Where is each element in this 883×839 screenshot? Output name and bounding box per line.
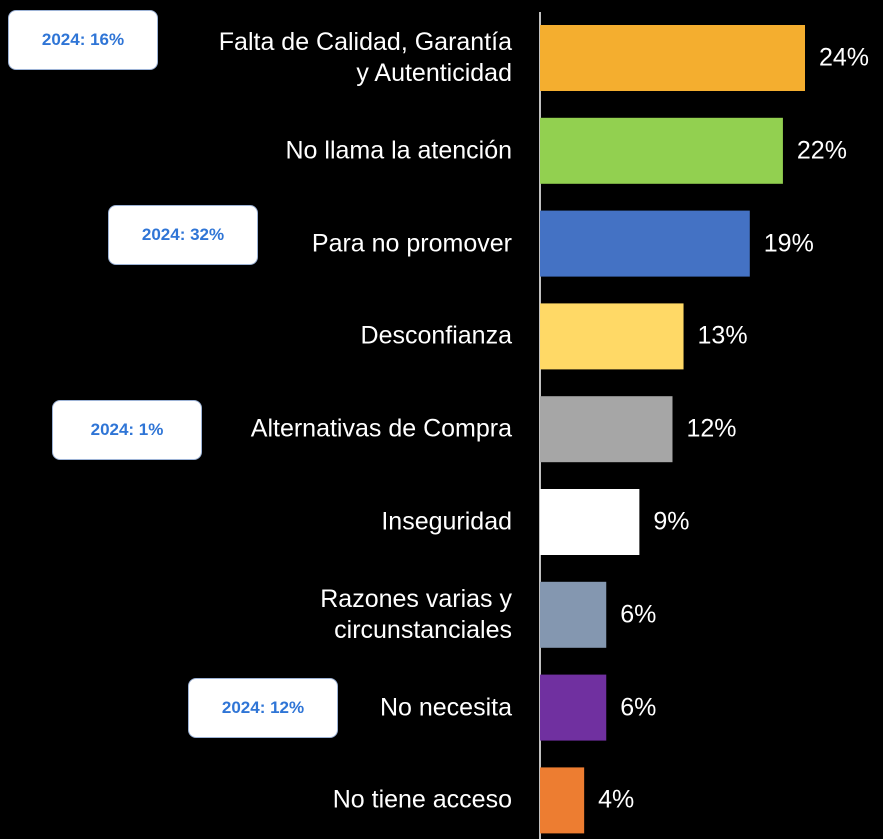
category-label: Inseguridad	[381, 507, 512, 536]
value-label: 12%	[686, 414, 737, 443]
bar	[540, 25, 805, 91]
bar	[540, 303, 684, 370]
bar	[540, 489, 640, 555]
annotation: 2024: 32%	[108, 205, 258, 265]
value-label: 24%	[819, 43, 870, 72]
category-label: Desconfianza	[360, 321, 512, 350]
value-label: 4%	[598, 785, 635, 814]
annotation: 2024: 1%	[52, 400, 202, 460]
category-label: No llama la atención	[285, 136, 512, 165]
bar	[540, 210, 750, 277]
value-label: 9%	[653, 507, 690, 536]
value-label: 19%	[763, 229, 814, 258]
value-label: 6%	[620, 600, 657, 629]
bar	[540, 396, 673, 463]
category-label: Alternativas de Compra	[250, 414, 512, 443]
value-label: 13%	[697, 321, 748, 350]
bar	[540, 674, 607, 741]
annotation: 2024: 16%	[8, 10, 158, 70]
annotation: 2024: 12%	[188, 678, 338, 738]
bar	[540, 581, 607, 648]
value-label: 22%	[796, 136, 847, 165]
category-label: Razones varias y circunstanciales	[320, 584, 512, 644]
bar	[540, 117, 783, 184]
category-label: No tiene acceso	[332, 785, 512, 814]
value-label: 6%	[620, 693, 657, 722]
category-label: No necesita	[379, 693, 512, 722]
category-label: Falta de Calidad, Garantía y Autenticida…	[218, 28, 512, 87]
bar	[540, 767, 585, 834]
category-label: Para no promover	[311, 229, 512, 258]
